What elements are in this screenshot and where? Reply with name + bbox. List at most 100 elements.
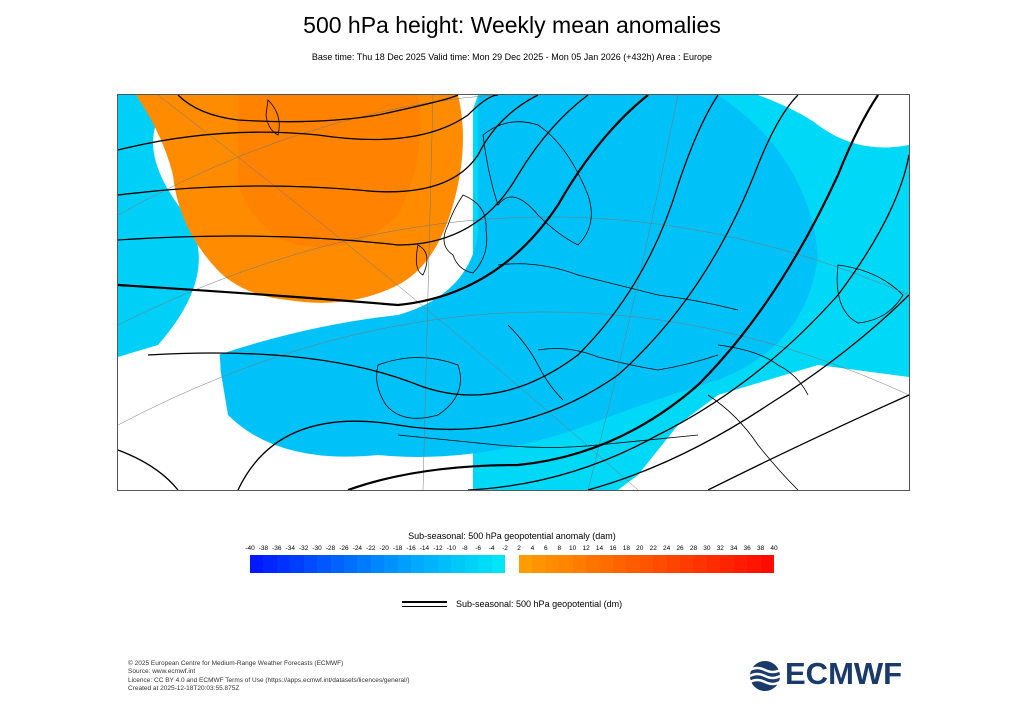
colorbar-tick-label: -32 xyxy=(298,545,309,552)
footer-credits: © 2025 European Centre for Medium-Range … xyxy=(128,660,410,693)
colorbar-tick-label: -12 xyxy=(433,545,443,552)
colorbar-tick-label: -4 xyxy=(488,545,495,552)
colorbar-segment xyxy=(276,555,291,573)
graticule xyxy=(118,95,909,490)
colorbar-tick-label: -34 xyxy=(285,545,295,552)
colorbar-segment xyxy=(451,555,465,573)
colorbar-tick-label: -30 xyxy=(312,545,322,552)
colorbar-tick-label: 12 xyxy=(582,545,590,552)
colorbar-tick-label: -2 xyxy=(502,545,508,552)
colorbar-ticks: -40 -38 -36 -34 -32 -30 -28 -26 -24 -22 -20 -18 -16-… xyxy=(0,545,1024,557)
colorbar-segment xyxy=(760,555,775,573)
colorbar-tick-label: -22 xyxy=(366,545,376,552)
colorbar-tick-label: -8 xyxy=(461,545,468,552)
page-subtitle: Base time: Thu 18 Dec 2025 Valid time: M… xyxy=(311,52,713,62)
colorbar-segment xyxy=(384,555,398,573)
colorbar-tick-label: 26 xyxy=(676,545,684,552)
colorbar-tick-label: -24 xyxy=(352,545,363,552)
colorbar-positive xyxy=(519,555,775,573)
neutral-ne xyxy=(758,95,909,148)
colorbar-tick-label: 30 xyxy=(703,545,711,552)
colorbar-tick-label: 10 xyxy=(569,545,577,552)
colorbar-title: Sub-seasonal: 500 hPa geopotential anoma… xyxy=(408,531,616,541)
colorbar-tick-label: 14 xyxy=(595,545,604,552)
colorbar-segment xyxy=(330,555,344,573)
colorbar-tick-label: -20 xyxy=(379,545,389,552)
colorbar-segment xyxy=(424,555,438,573)
colorbar-segment xyxy=(666,555,681,573)
colorbar-segment xyxy=(437,555,452,573)
colorbar-segment xyxy=(653,555,667,573)
colorbar-tick-label: -28 xyxy=(325,545,336,552)
ecmwf-logo-icon xyxy=(749,661,781,691)
colorbar-segment xyxy=(639,555,654,573)
colorbar-tick-label: 32 xyxy=(716,545,724,552)
colorbar-segment xyxy=(612,555,627,573)
colorbar-segment xyxy=(626,555,640,573)
neutral-west xyxy=(118,345,228,490)
colorbar-tick-label: 16 xyxy=(609,545,617,552)
negative-anomaly-west xyxy=(118,95,199,357)
colorbar-segment xyxy=(519,555,533,573)
height-contours-thick xyxy=(118,95,879,490)
contour-legend-line xyxy=(402,601,447,607)
colorbar-segment xyxy=(250,555,264,573)
colorbar-segment xyxy=(397,555,412,573)
colorbar-segment xyxy=(370,555,385,573)
colorbar-segment xyxy=(720,555,734,573)
colorbar-segment xyxy=(747,555,761,573)
colorbar-tick-label: -38 xyxy=(258,545,269,552)
colorbar-segment xyxy=(572,555,587,573)
colorbar-tick-label: 18 xyxy=(622,545,630,552)
colorbar-tick-label: 38 xyxy=(756,545,765,552)
colorbar-segment xyxy=(290,555,304,573)
neutral-se xyxy=(678,375,909,490)
colorbar-segment xyxy=(263,555,277,573)
colorbar-tick-label: 28 xyxy=(689,545,698,552)
colorbar-tick-label: 20 xyxy=(636,545,644,552)
ecmwf-logo: ECMWF xyxy=(747,656,907,694)
coastlines xyxy=(265,99,904,490)
colorbar-tick-label: 40 xyxy=(770,545,778,552)
colorbar-tick-label: -18 xyxy=(392,545,403,552)
colorbar-tick-label: -26 xyxy=(339,545,349,552)
page-title: 500 hPa height: Weekly mean anomalies xyxy=(303,12,721,38)
colorbar-segment xyxy=(559,555,573,573)
colorbar-segment xyxy=(693,555,707,573)
colorbar-negative xyxy=(250,555,506,573)
contour-legend-label: Sub-seasonal: 500 hPa geopotential (dm) xyxy=(456,599,623,609)
colorbar-segment xyxy=(680,555,694,573)
colorbar-tick-label: -10 xyxy=(446,545,457,552)
colorbar-segment xyxy=(464,555,479,573)
colorbar-tick-label: -16 xyxy=(406,545,416,552)
colorbar-segment xyxy=(545,555,560,573)
colorbar-tick-label: -40 xyxy=(245,545,255,552)
colorbar-tick-label: 34 xyxy=(730,545,738,552)
colorbar-segment xyxy=(411,555,425,573)
anomaly-map xyxy=(117,94,910,491)
ecmwf-logo-text: ECMWF xyxy=(785,656,903,691)
footer-line: © 2025 European Centre for Medium-Range … xyxy=(128,660,344,667)
colorbar-segment xyxy=(317,555,331,573)
colorbar-segment xyxy=(357,555,371,573)
colorbar-segment xyxy=(586,555,600,573)
colorbar-tick-label: -36 xyxy=(272,545,282,552)
colorbar-tick-label: -14 xyxy=(419,545,430,552)
colorbar-tick-label: -6 xyxy=(475,545,482,552)
colorbar-segment xyxy=(706,555,721,573)
colorbar-tick-label: 6 xyxy=(544,545,548,552)
footer-line: Source: www.ecmwf.int xyxy=(128,668,196,676)
colorbar-tick-label: 8 xyxy=(557,545,562,552)
colorbar-segment xyxy=(599,555,613,573)
map-svg xyxy=(118,95,909,490)
colorbar-segment xyxy=(733,555,748,573)
colorbar-segment xyxy=(478,555,492,573)
colorbar-segment xyxy=(491,555,506,573)
footer-line: Licence: CC BY 4.0 and ECMWF Terms of Us… xyxy=(128,676,410,684)
colorbar-segment xyxy=(303,555,318,573)
negative-anomaly-core xyxy=(218,95,818,457)
colorbar-tick-label: 24 xyxy=(663,545,671,552)
colorbar-segment xyxy=(343,555,358,573)
colorbar-tick-label: 22 xyxy=(649,545,657,552)
colorbar-tick-label: 36 xyxy=(743,545,751,552)
